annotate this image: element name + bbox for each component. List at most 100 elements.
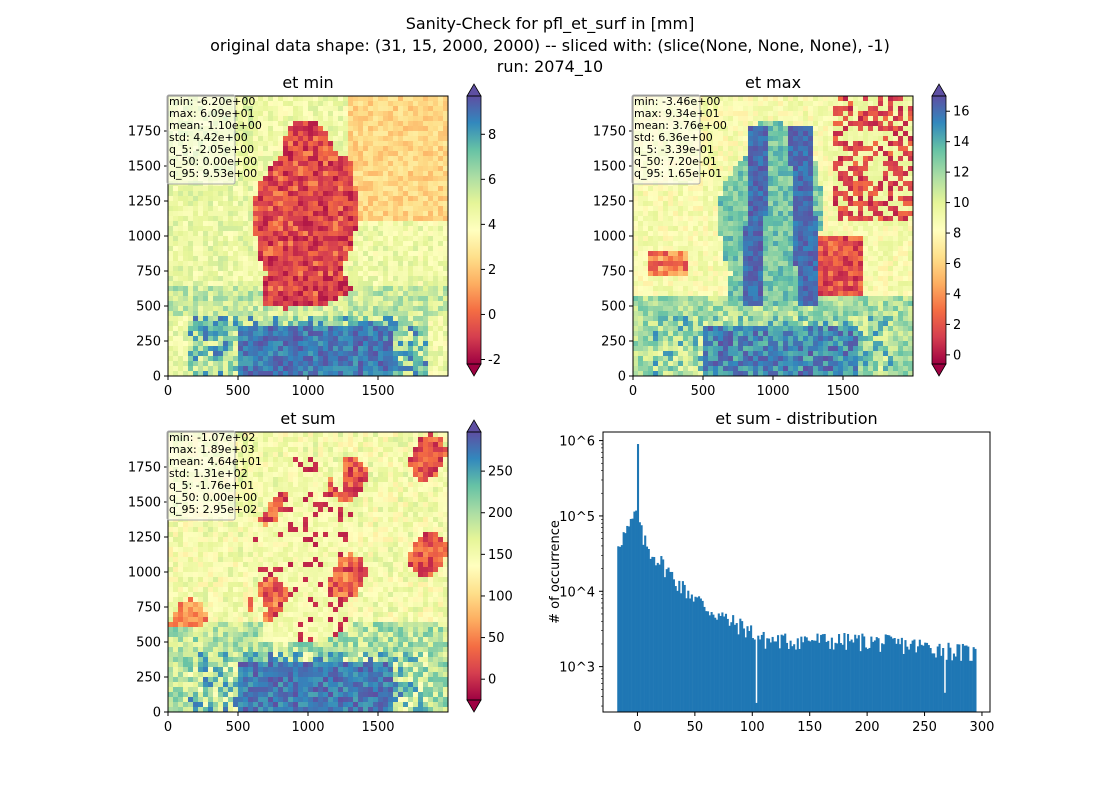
heatmap-cell (423, 101, 428, 106)
heatmap-cell (263, 131, 268, 136)
heatmap-cell (428, 241, 433, 246)
heatmap-cell (283, 196, 288, 201)
heatmap-cell (363, 121, 368, 126)
heatmap-cell (648, 191, 653, 196)
heatmap-cell (708, 366, 713, 371)
heatmap-cell (308, 346, 313, 351)
heatmap-cell (313, 201, 318, 206)
heatmap-cell (728, 216, 733, 221)
heatmap-cell (423, 171, 428, 176)
heatmap-cell (318, 346, 323, 351)
heatmap-cell (213, 356, 218, 361)
heatmap-cell (268, 261, 273, 266)
heatmap-cell (283, 191, 288, 196)
heatmap-cell (408, 136, 413, 141)
heatmap-cell (208, 221, 213, 226)
heatmap-cell (438, 196, 443, 201)
heatmap-cell (353, 96, 358, 101)
heatmap-cell (263, 351, 268, 356)
heatmap-cell (633, 266, 638, 271)
heatmap-cell (323, 156, 328, 161)
heatmap-cell (778, 331, 783, 336)
heatmap-cell (303, 316, 308, 321)
heatmap-cell (188, 271, 193, 276)
heatmap-cell (283, 286, 288, 291)
heatmap-cell (238, 361, 243, 366)
heatmap-cell (428, 176, 433, 181)
heatmap-cell (678, 311, 683, 316)
heatmap-cell (638, 246, 643, 251)
heatmap-cell (793, 146, 798, 151)
heatmap-cell (708, 336, 713, 341)
heatmap-cell (743, 231, 748, 236)
heatmap-cell (718, 346, 723, 351)
heatmap-cell (388, 216, 393, 221)
heatmap-cell (318, 336, 323, 341)
heatmap-cell (763, 161, 768, 166)
heatmap-cell (243, 336, 248, 341)
heatmap-cell (253, 276, 258, 281)
heatmap-cell (398, 266, 403, 271)
heatmap-cell (373, 211, 378, 216)
heatmap-cell (433, 116, 438, 121)
heatmap-cell (363, 161, 368, 166)
heatmap-cell (693, 316, 698, 321)
heatmap-cell (338, 241, 343, 246)
heatmap-cell (418, 361, 423, 366)
heatmap-cell (773, 256, 778, 261)
heatmap-cell (288, 96, 293, 101)
heatmap-cell (328, 156, 333, 161)
heatmap-cell (788, 271, 793, 276)
heatmap-cell (213, 216, 218, 221)
heatmap-cell (268, 186, 273, 191)
heatmap-cell (268, 136, 273, 141)
heatmap-cell (383, 306, 388, 311)
heatmap-cell (338, 306, 343, 311)
heatmap-cell (418, 131, 423, 136)
heatmap-cell (658, 316, 663, 321)
heatmap-cell (678, 241, 683, 246)
heatmap-cell (638, 216, 643, 221)
heatmap-cell (238, 291, 243, 296)
heatmap-cell (183, 311, 188, 316)
heatmap-cell (183, 356, 188, 361)
heatmap-cell (663, 286, 668, 291)
heatmap-cell (193, 201, 198, 206)
heatmap-cell (683, 336, 688, 341)
heatmap-cell (748, 186, 753, 191)
heatmap-cell (203, 201, 208, 206)
heatmap-cell (188, 366, 193, 371)
heatmap-cell (403, 326, 408, 331)
heatmap-cell (253, 221, 258, 226)
heatmap-cell (743, 136, 748, 141)
heatmap-cell (238, 236, 243, 241)
heatmap-cell (763, 151, 768, 156)
heatmap-cell (733, 291, 738, 296)
heatmap-cell (428, 346, 433, 351)
heatmap-cell (738, 256, 743, 261)
heatmap-cell (193, 206, 198, 211)
heatmap-cell (393, 221, 398, 226)
heatmap-cell (323, 291, 328, 296)
heatmap-cell (423, 321, 428, 326)
heatmap-cell (328, 151, 333, 156)
heatmap-cell (668, 306, 673, 311)
heatmap-cell (168, 201, 173, 206)
y-tick-label: 250 (136, 335, 161, 350)
heatmap-cell (363, 261, 368, 266)
heatmap-cell (698, 361, 703, 366)
heatmap-cell (783, 311, 788, 316)
heatmap-cell (643, 311, 648, 316)
heatmap-cell (713, 351, 718, 356)
heatmap-cell (708, 221, 713, 226)
heatmap-cell (773, 136, 778, 141)
heatmap-cell (368, 291, 373, 296)
heatmap-cell (288, 271, 293, 276)
heatmap-cell (743, 166, 748, 171)
heatmap-cell (728, 346, 733, 351)
heatmap-cell (358, 211, 363, 216)
heatmap-cell (343, 301, 348, 306)
heatmap-cell (328, 191, 333, 196)
heatmap-cell (718, 286, 723, 291)
heatmap-cell (353, 221, 358, 226)
